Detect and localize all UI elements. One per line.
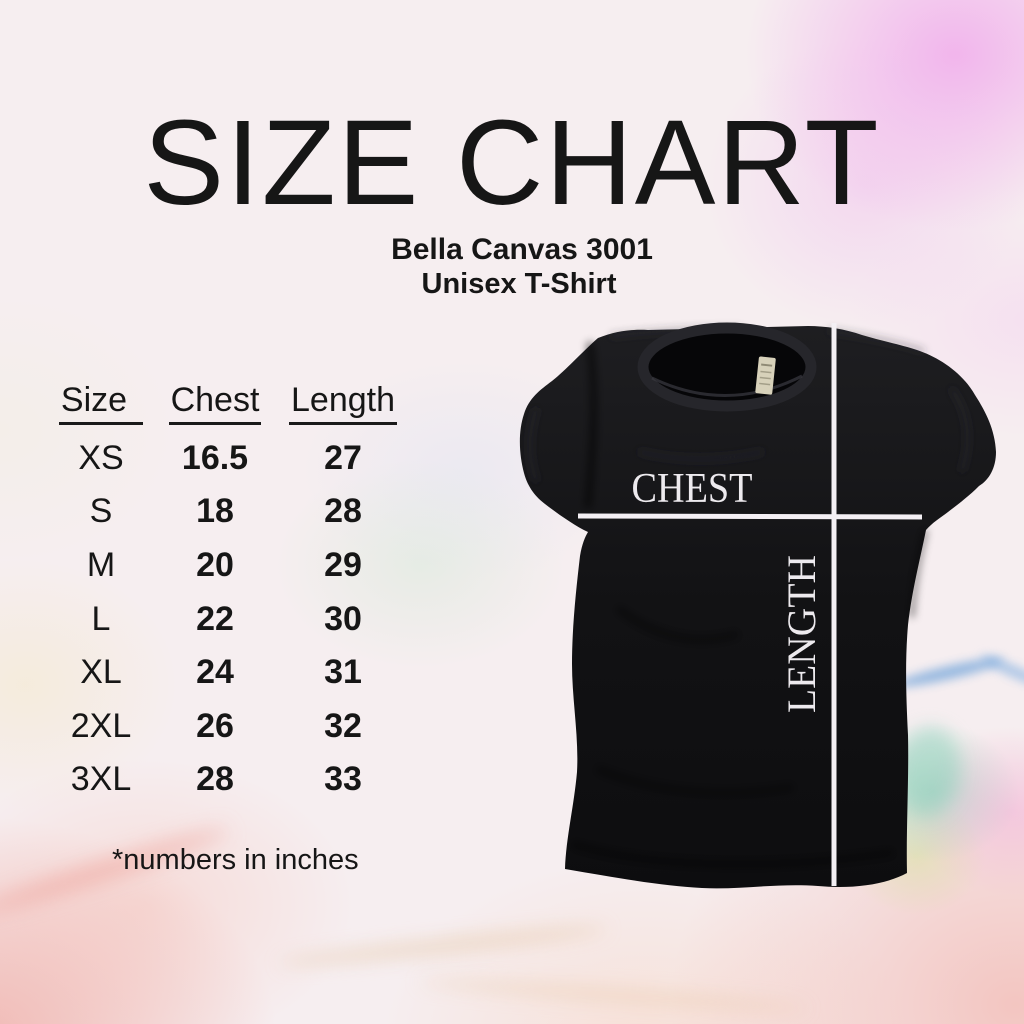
size-cell: M <box>86 545 116 584</box>
size-cell: XS <box>78 438 124 477</box>
length-cell: 31 <box>324 653 362 692</box>
subtitle-product-type: Unisex T-Shirt <box>421 268 617 300</box>
collar <box>637 322 817 412</box>
length-cell: 28 <box>324 492 362 531</box>
chest-cell: 26 <box>196 706 234 745</box>
units-note: *numbers in inches <box>112 844 359 876</box>
size-table: Size Chest Length XS 16.5 27 S 18 28 M 2… <box>48 377 410 806</box>
length-cell: 27 <box>324 438 362 477</box>
length-cell: 32 <box>324 706 362 745</box>
chest-cell: 22 <box>196 599 234 638</box>
length-cell: 29 <box>324 545 362 584</box>
length-cell: 33 <box>324 760 362 799</box>
subtitle-product-name: Bella Canvas 3001 <box>391 233 653 266</box>
column-header-size: Size <box>48 377 154 431</box>
tshirt-body <box>519 326 996 889</box>
size-cell: XL <box>80 653 122 692</box>
size-cell: 3XL <box>70 760 132 799</box>
column-header-chest: Chest <box>154 377 276 431</box>
page-title: SIZE CHART <box>143 94 881 230</box>
size-cell: L <box>91 599 111 638</box>
length-cell: 30 <box>324 599 362 638</box>
chest-measure-line <box>577 513 923 520</box>
chest-label: CHEST <box>632 466 753 512</box>
chest-cell: 24 <box>196 653 234 692</box>
chest-cell: 16.5 <box>181 438 249 477</box>
chest-cell: 18 <box>196 492 234 531</box>
column-header-length: Length <box>276 377 410 431</box>
length-label: LENGTH <box>779 555 824 713</box>
size-cell: 2XL <box>70 706 132 745</box>
size-cell: S <box>89 492 113 531</box>
chest-cell: 28 <box>196 760 234 799</box>
chest-cell: 20 <box>196 545 234 584</box>
brand-tag <box>755 356 776 395</box>
